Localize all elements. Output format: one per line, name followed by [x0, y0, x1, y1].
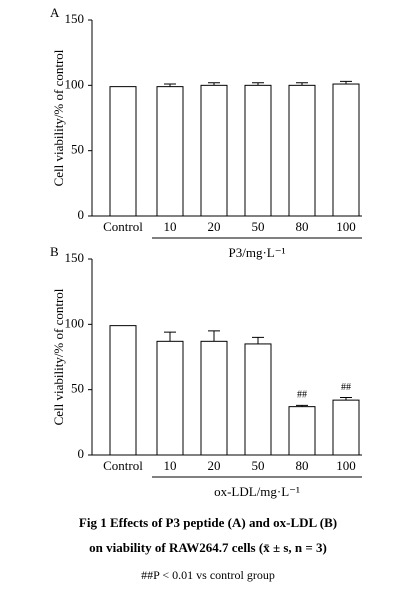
- bar: [200, 84, 228, 217]
- error-bar: [296, 404, 308, 407]
- bar: [288, 84, 316, 217]
- x-axis-label: P3/mg·L⁻¹: [229, 245, 286, 260]
- x-tick-label: 100: [336, 458, 356, 473]
- y-tick-label: 50: [71, 381, 84, 396]
- x-tick-label: 80: [296, 219, 309, 234]
- y-axis-label: Cell viability/% of control: [51, 49, 66, 186]
- x-tick-label: 80: [296, 458, 309, 473]
- y-tick-label: 50: [71, 142, 84, 157]
- panel-label: B: [50, 244, 59, 259]
- error-bar: [340, 397, 352, 401]
- bar: [288, 406, 316, 456]
- error-bar: [164, 83, 176, 87]
- error-bar: [208, 330, 220, 342]
- x-tick-label: 10: [164, 219, 177, 234]
- caption-line: on viability of RAW264.7 cells (x̄ ± s, …: [89, 540, 327, 555]
- y-tick-label: 0: [78, 207, 85, 222]
- x-tick-label: 50: [252, 219, 265, 234]
- y-axis-label: Cell viability/% of control: [51, 288, 66, 425]
- bar: [244, 343, 272, 456]
- bar: [332, 83, 360, 217]
- annotation: ##: [297, 390, 307, 401]
- y-tick-label: 150: [65, 250, 85, 265]
- caption-line: Fig 1 Effects of P3 peptide (A) and ox-L…: [79, 515, 337, 530]
- x-tick-label: 50: [252, 458, 265, 473]
- bar: [156, 86, 184, 217]
- error-bar: [252, 82, 264, 86]
- panel-label: A: [50, 5, 60, 20]
- error-bar: [164, 331, 176, 342]
- x-axis-label: ox-LDL/mg·L⁻¹: [214, 484, 300, 499]
- bar: [200, 340, 228, 456]
- y-tick-label: 150: [65, 11, 85, 26]
- bar: [156, 340, 184, 456]
- x-tick-label: 10: [164, 458, 177, 473]
- error-bar: [296, 82, 308, 86]
- x-tick-label: 20: [208, 458, 221, 473]
- error-bar: [208, 82, 220, 86]
- error-bar: [340, 80, 352, 85]
- x-tick-label: Control: [103, 219, 143, 234]
- bar: [109, 86, 137, 217]
- error-bar: [252, 336, 264, 344]
- bar: [109, 325, 137, 456]
- annotation: ##: [341, 382, 351, 393]
- x-tick-label: 100: [336, 219, 356, 234]
- y-tick-label: 100: [65, 315, 85, 330]
- caption-line: ##P < 0.01 vs control group: [141, 568, 275, 582]
- y-tick-label: 100: [65, 76, 85, 91]
- x-tick-label: Control: [103, 458, 143, 473]
- bar: [332, 399, 360, 456]
- x-tick-label: 20: [208, 219, 221, 234]
- y-tick-label: 0: [78, 446, 85, 461]
- bar: [244, 84, 272, 217]
